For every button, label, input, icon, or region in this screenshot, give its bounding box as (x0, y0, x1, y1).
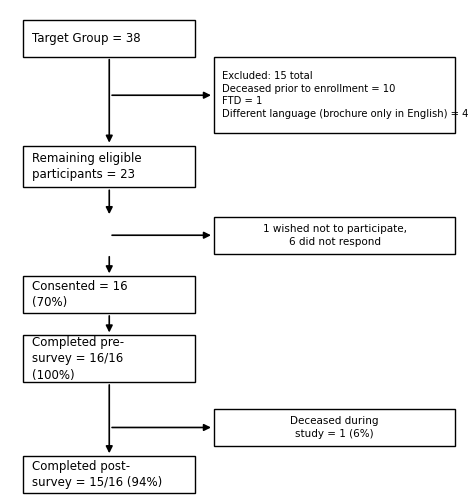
Text: 1 wished not to participate,
6 did not respond: 1 wished not to participate, 6 did not r… (263, 224, 407, 247)
FancyBboxPatch shape (23, 456, 195, 493)
Text: Remaining eligible
participants = 23: Remaining eligible participants = 23 (32, 152, 141, 181)
FancyBboxPatch shape (214, 409, 456, 446)
FancyBboxPatch shape (23, 336, 195, 382)
Text: Excluded: 15 total
Deceased prior to enrollment = 10
FTD = 1
Different language : Excluded: 15 total Deceased prior to enr… (222, 71, 468, 119)
Text: Deceased during
study = 1 (6%): Deceased during study = 1 (6%) (290, 416, 379, 439)
FancyBboxPatch shape (23, 20, 195, 57)
FancyBboxPatch shape (214, 57, 456, 133)
FancyBboxPatch shape (214, 217, 456, 254)
Text: Consented = 16
(70%): Consented = 16 (70%) (32, 280, 128, 309)
FancyBboxPatch shape (23, 276, 195, 313)
Text: Completed pre-
survey = 16/16
(100%): Completed pre- survey = 16/16 (100%) (32, 336, 124, 382)
Text: Target Group = 38: Target Group = 38 (32, 32, 140, 45)
Text: Completed post-
survey = 15/16 (94%): Completed post- survey = 15/16 (94%) (32, 460, 162, 489)
FancyBboxPatch shape (23, 145, 195, 188)
